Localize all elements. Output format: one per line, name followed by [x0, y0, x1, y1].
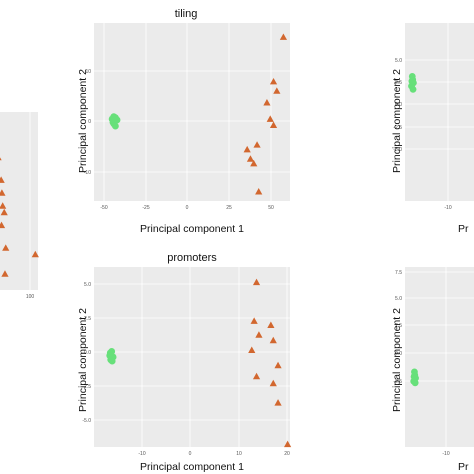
data-point-triangle: [269, 336, 277, 344]
y-tick-label: 2.5: [395, 80, 402, 86]
y-tick-label: 7.5: [395, 270, 402, 276]
y-tick-label: 0.0: [395, 102, 402, 108]
data-point-triangle: [284, 440, 292, 448]
data-point-triangle: [248, 346, 256, 353]
x-tick-label: 50: [268, 205, 274, 211]
data-point-circle: [108, 357, 116, 365]
x-tick-label: -50: [100, 205, 107, 211]
x-tick-label: 0: [189, 451, 192, 457]
data-point-triangle: [269, 121, 278, 128]
x-tick-label: -10: [444, 205, 451, 211]
y-tick-label: 0.0: [84, 350, 91, 356]
data-point-triangle: [0, 189, 6, 196]
y-axis-label: Principal component 2: [391, 308, 403, 412]
y-tick-label: 2.5: [84, 316, 91, 322]
x-axis-label: Pr: [458, 461, 469, 473]
data-point-triangle: [0, 221, 6, 229]
x-axis-label: Principal component 1: [140, 223, 244, 235]
data-point-triangle: [246, 155, 255, 162]
plot-background: [405, 23, 474, 201]
data-point-triangle: [1, 270, 9, 277]
y-tick-label: -2.5: [393, 379, 402, 385]
data-point-circle: [410, 373, 418, 380]
panel-title: tiling: [175, 8, 198, 20]
x-tick-label: 20: [284, 451, 290, 457]
y-tick-label: -2.5: [82, 384, 91, 390]
y-tick-label: 2.5: [395, 323, 402, 329]
x-axis-label: Pr: [458, 223, 469, 235]
y-tick-label: 5.0: [395, 296, 402, 302]
y-tick-label: -5.0: [393, 147, 402, 153]
y-tick-label: 5.0: [395, 58, 402, 64]
plot-background: [0, 112, 38, 290]
data-point-triangle: [0, 208, 8, 216]
data-point-triangle: [0, 157, 2, 161]
data-point-triangle: [0, 202, 7, 209]
y-axis-label: Principal component 2: [77, 69, 89, 173]
data-point-triangle: [253, 141, 261, 148]
data-point-triangle: [255, 188, 263, 195]
data-point-triangle: [273, 87, 281, 94]
data-point-triangle: [263, 99, 271, 106]
data-point-triangle: [279, 33, 288, 40]
x-tick-label: -10: [138, 451, 145, 457]
y-tick-label: -5.0: [82, 418, 91, 424]
data-point-triangle: [255, 331, 263, 338]
y-axis-label: Principal component 2: [391, 69, 403, 173]
panel-tiling: -50 -25 0 25 50 10 0 -10 tiling Principal compone…: [77, 8, 290, 235]
panel-right-top-partial: -10 5.0 2.5 0.0 -2.5 -5.0 Pr Principal componen…: [391, 23, 474, 235]
panel-promoters: -10 0 10 20 5.0 2.5 0.0 -2.5 -5.0 promoters Princi…: [77, 252, 292, 473]
data-point-triangle: [269, 379, 277, 387]
x-tick-label: -10: [442, 451, 449, 457]
y-tick-label: 0.0: [395, 351, 402, 357]
data-point-circle: [113, 116, 121, 124]
data-point-triangle: [266, 115, 274, 122]
x-tick-label: 0: [186, 205, 189, 211]
plot-background: [405, 267, 474, 447]
plot-background: [94, 267, 290, 447]
data-point-triangle: [267, 321, 275, 329]
x-tick-label: 10: [236, 451, 242, 457]
data-point-circle: [106, 349, 114, 357]
x-tick-label: -25: [142, 205, 149, 211]
data-point-circle: [409, 85, 417, 93]
y-tick-label: 5.0: [84, 282, 91, 288]
data-point-triangle: [243, 145, 251, 153]
data-point-circle: [408, 73, 416, 80]
data-point-triangle: [31, 250, 39, 258]
data-point-triangle: [0, 176, 5, 183]
data-point-circle: [408, 77, 416, 85]
y-tick-label: 0: [88, 119, 91, 125]
plot-background: [94, 23, 290, 201]
data-point-triangle: [274, 399, 282, 406]
data-point-circle: [411, 379, 419, 387]
x-axis-label: Principal component 1: [140, 461, 244, 473]
y-tick-label: 10: [85, 69, 91, 75]
y-tick-label: -2.5: [393, 125, 402, 131]
x-tick-label: 100: [26, 294, 35, 300]
panel-right-bottom-partial: -10 7.5 5.0 2.5 0.0 -2.5 Pr Principal component…: [391, 267, 474, 473]
data-point-triangle: [250, 317, 258, 324]
y-axis-label: Principal component 2: [77, 308, 89, 412]
panel-title: promoters: [167, 252, 217, 264]
data-point-triangle: [252, 278, 261, 286]
panel-left-partial: 100: [0, 112, 39, 300]
data-point-triangle: [2, 244, 10, 251]
data-point-triangle: [250, 159, 258, 167]
data-point-triangle: [274, 361, 282, 369]
data-point-circle: [112, 122, 119, 130]
x-tick-label: 25: [226, 205, 232, 211]
data-point-triangle: [269, 77, 278, 85]
y-tick-label: -10: [84, 170, 91, 176]
data-point-triangle: [252, 372, 261, 380]
